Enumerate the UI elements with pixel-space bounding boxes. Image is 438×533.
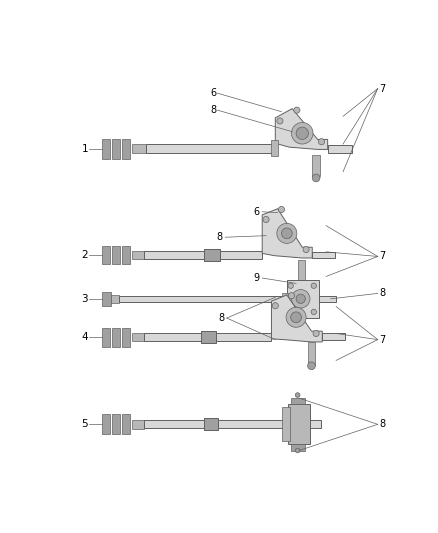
- Circle shape: [313, 330, 319, 336]
- Bar: [312, 155, 320, 176]
- Bar: [201, 331, 216, 343]
- Bar: [132, 251, 144, 259]
- Bar: [122, 246, 130, 264]
- Bar: [119, 296, 287, 302]
- Circle shape: [288, 309, 293, 314]
- Bar: [287, 280, 319, 318]
- Circle shape: [277, 118, 283, 124]
- Bar: [122, 414, 130, 434]
- Text: 8: 8: [217, 232, 223, 242]
- Circle shape: [286, 308, 306, 327]
- Bar: [328, 145, 352, 152]
- Circle shape: [282, 228, 292, 239]
- Polygon shape: [272, 295, 322, 342]
- Text: 6: 6: [210, 88, 216, 98]
- Circle shape: [303, 246, 309, 253]
- Circle shape: [288, 283, 293, 288]
- Bar: [144, 421, 204, 428]
- Circle shape: [291, 289, 310, 308]
- Bar: [205, 249, 220, 261]
- Circle shape: [279, 206, 285, 213]
- Circle shape: [311, 283, 317, 288]
- Bar: [204, 418, 218, 431]
- Bar: [291, 398, 304, 405]
- Bar: [122, 139, 130, 159]
- Circle shape: [294, 107, 300, 113]
- Circle shape: [295, 448, 300, 453]
- Circle shape: [291, 123, 313, 144]
- Bar: [144, 251, 205, 259]
- Bar: [216, 334, 272, 341]
- Text: 8: 8: [210, 105, 216, 115]
- Text: 1: 1: [81, 144, 88, 154]
- Bar: [132, 334, 144, 341]
- Circle shape: [318, 139, 325, 145]
- Bar: [288, 405, 310, 445]
- Bar: [102, 246, 110, 264]
- Circle shape: [295, 393, 300, 398]
- Circle shape: [296, 127, 308, 140]
- Bar: [220, 251, 262, 259]
- Circle shape: [277, 223, 297, 244]
- Bar: [307, 342, 315, 365]
- Bar: [319, 296, 336, 302]
- Text: 8: 8: [379, 419, 385, 429]
- Bar: [112, 139, 120, 159]
- Polygon shape: [262, 209, 312, 258]
- Bar: [102, 328, 110, 346]
- Text: 9: 9: [254, 273, 260, 283]
- Circle shape: [312, 174, 320, 182]
- Bar: [132, 144, 146, 154]
- Text: 8: 8: [219, 313, 224, 323]
- Bar: [102, 292, 111, 306]
- Bar: [312, 252, 336, 258]
- Bar: [282, 293, 288, 305]
- Text: 7: 7: [379, 335, 385, 345]
- Bar: [112, 246, 120, 264]
- Text: 3: 3: [81, 294, 88, 304]
- Bar: [112, 328, 120, 346]
- Circle shape: [291, 312, 301, 322]
- Bar: [322, 334, 346, 340]
- Circle shape: [296, 294, 305, 303]
- Bar: [111, 295, 119, 303]
- Bar: [272, 140, 278, 156]
- Bar: [282, 407, 290, 441]
- Text: 7: 7: [379, 84, 385, 94]
- Text: 5: 5: [81, 419, 88, 429]
- Text: 4: 4: [81, 332, 88, 342]
- Text: 7: 7: [379, 252, 385, 262]
- Text: 6: 6: [254, 207, 260, 217]
- Bar: [102, 139, 110, 159]
- Bar: [122, 328, 130, 346]
- Circle shape: [263, 216, 269, 223]
- Bar: [144, 334, 201, 341]
- Bar: [298, 260, 305, 282]
- Circle shape: [307, 362, 315, 370]
- Circle shape: [298, 280, 305, 288]
- Bar: [291, 445, 304, 450]
- Text: 2: 2: [81, 250, 88, 260]
- Circle shape: [311, 309, 317, 314]
- Bar: [112, 414, 120, 434]
- Bar: [102, 414, 110, 434]
- Circle shape: [272, 303, 279, 309]
- Bar: [132, 419, 144, 429]
- Text: 8: 8: [379, 288, 385, 298]
- Circle shape: [288, 293, 294, 299]
- Bar: [218, 421, 288, 428]
- Polygon shape: [276, 109, 328, 149]
- Bar: [146, 144, 276, 154]
- Bar: [310, 421, 321, 428]
